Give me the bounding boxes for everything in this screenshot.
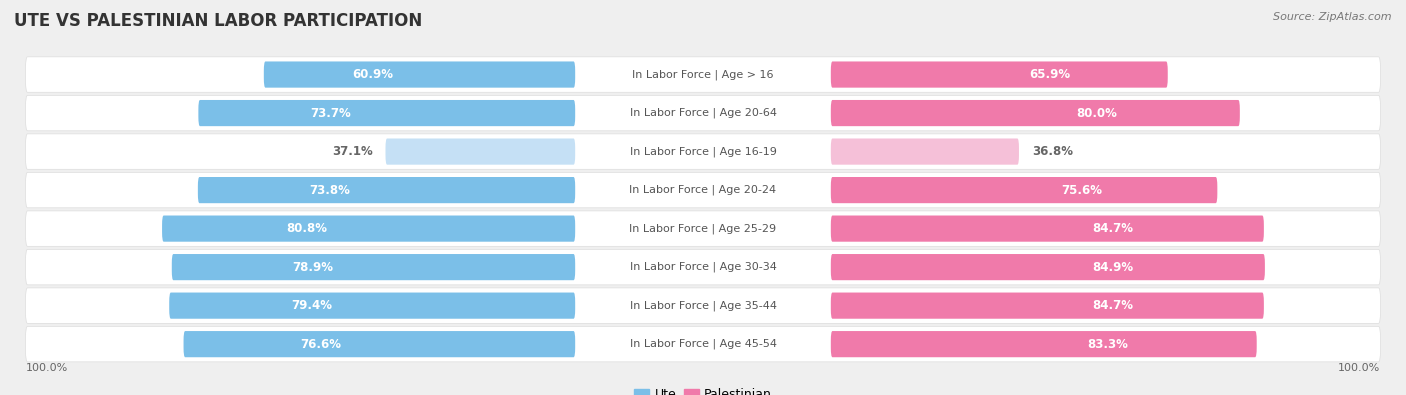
Text: In Labor Force | Age 20-64: In Labor Force | Age 20-64: [630, 108, 776, 118]
FancyBboxPatch shape: [25, 326, 1381, 362]
Text: 83.3%: 83.3%: [1087, 338, 1128, 351]
FancyBboxPatch shape: [169, 293, 575, 319]
FancyBboxPatch shape: [831, 100, 1240, 126]
FancyBboxPatch shape: [831, 177, 1218, 203]
Text: In Labor Force | Age 45-54: In Labor Force | Age 45-54: [630, 339, 776, 350]
Text: 37.1%: 37.1%: [332, 145, 373, 158]
Text: In Labor Force | Age 35-44: In Labor Force | Age 35-44: [630, 300, 776, 311]
Text: 84.7%: 84.7%: [1092, 299, 1133, 312]
Text: 80.0%: 80.0%: [1076, 107, 1118, 120]
FancyBboxPatch shape: [831, 254, 1265, 280]
FancyBboxPatch shape: [198, 177, 575, 203]
Legend: Ute, Palestinian: Ute, Palestinian: [630, 384, 776, 395]
Text: 65.9%: 65.9%: [1029, 68, 1070, 81]
FancyBboxPatch shape: [25, 57, 1381, 92]
Text: In Labor Force | Age 25-29: In Labor Force | Age 25-29: [630, 223, 776, 234]
FancyBboxPatch shape: [172, 254, 575, 280]
FancyBboxPatch shape: [831, 139, 1019, 165]
FancyBboxPatch shape: [25, 249, 1381, 285]
Text: 73.7%: 73.7%: [309, 107, 350, 120]
FancyBboxPatch shape: [831, 62, 1168, 88]
Text: In Labor Force | Age 16-19: In Labor Force | Age 16-19: [630, 146, 776, 157]
Text: 75.6%: 75.6%: [1062, 184, 1102, 197]
Text: 100.0%: 100.0%: [1339, 363, 1381, 373]
Text: 80.8%: 80.8%: [287, 222, 328, 235]
Text: UTE VS PALESTINIAN LABOR PARTICIPATION: UTE VS PALESTINIAN LABOR PARTICIPATION: [14, 12, 422, 30]
Text: In Labor Force | Age 20-24: In Labor Force | Age 20-24: [630, 185, 776, 196]
Text: In Labor Force | Age > 16: In Labor Force | Age > 16: [633, 69, 773, 80]
Text: Source: ZipAtlas.com: Source: ZipAtlas.com: [1274, 12, 1392, 22]
FancyBboxPatch shape: [831, 216, 1264, 242]
Text: 36.8%: 36.8%: [1032, 145, 1073, 158]
FancyBboxPatch shape: [385, 139, 575, 165]
Text: 84.9%: 84.9%: [1092, 261, 1133, 274]
FancyBboxPatch shape: [184, 331, 575, 357]
FancyBboxPatch shape: [198, 100, 575, 126]
Text: 78.9%: 78.9%: [292, 261, 333, 274]
FancyBboxPatch shape: [25, 288, 1381, 324]
FancyBboxPatch shape: [831, 331, 1257, 357]
Text: 100.0%: 100.0%: [25, 363, 67, 373]
Text: 79.4%: 79.4%: [291, 299, 332, 312]
FancyBboxPatch shape: [25, 95, 1381, 131]
FancyBboxPatch shape: [162, 216, 575, 242]
Text: 76.6%: 76.6%: [299, 338, 342, 351]
Text: 60.9%: 60.9%: [353, 68, 394, 81]
Text: 84.7%: 84.7%: [1092, 222, 1133, 235]
FancyBboxPatch shape: [831, 293, 1264, 319]
Text: 73.8%: 73.8%: [309, 184, 350, 197]
FancyBboxPatch shape: [25, 211, 1381, 246]
FancyBboxPatch shape: [25, 134, 1381, 169]
FancyBboxPatch shape: [25, 172, 1381, 208]
Text: In Labor Force | Age 30-34: In Labor Force | Age 30-34: [630, 262, 776, 273]
FancyBboxPatch shape: [264, 62, 575, 88]
